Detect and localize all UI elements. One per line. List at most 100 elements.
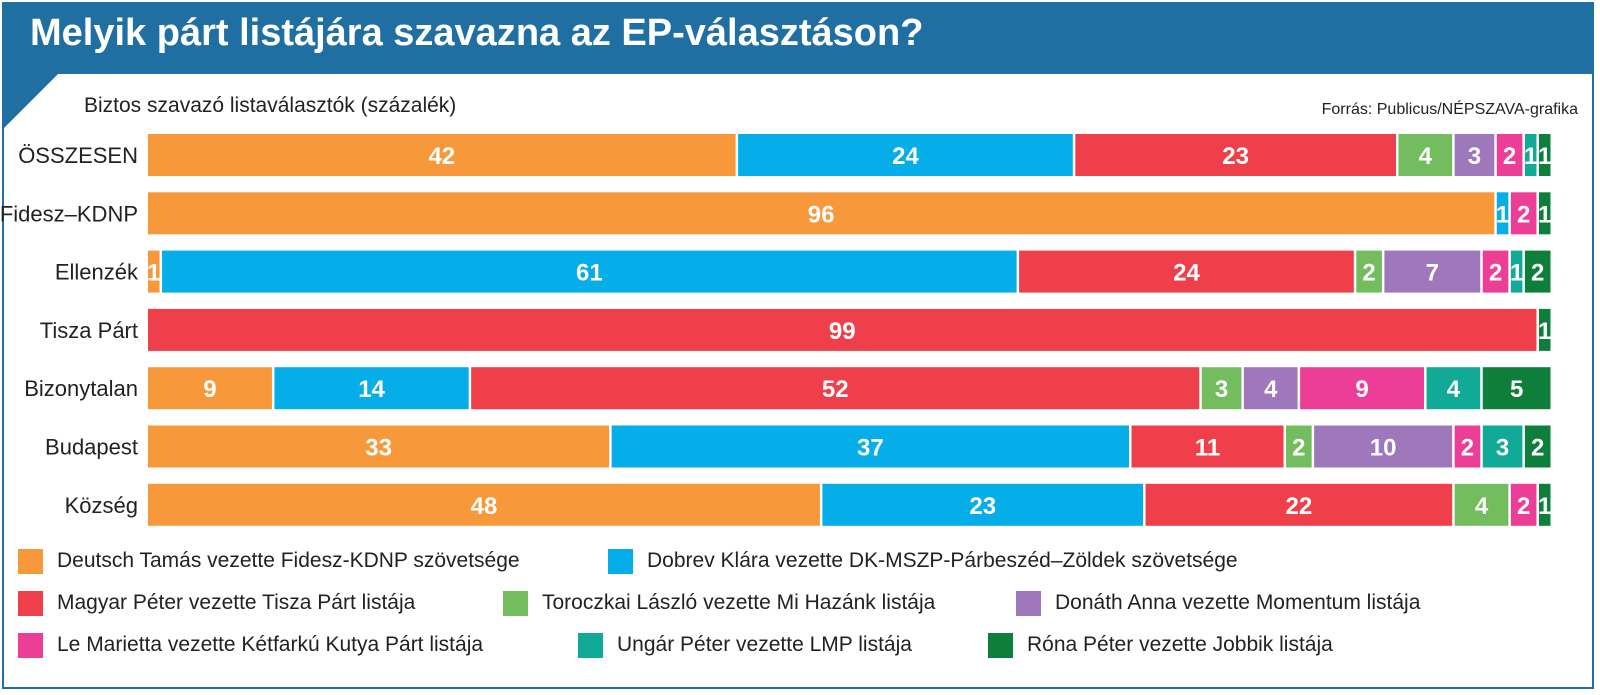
chart-subtitle: Biztos szavazó listaválasztók (százalék) [84,94,457,117]
legend-label: Ungár Péter vezette LMP listája [617,633,912,656]
legend-swatch [608,548,633,574]
bar-segment [1314,425,1453,468]
bar-segment [1538,192,1551,235]
bar-value-label: 33 [365,435,392,462]
bar-value-label: 4 [1419,143,1433,170]
bar-segment [822,483,1144,526]
bar-value-label: 1 [1524,143,1537,170]
legend-swatch [18,632,43,658]
bar-segment [1243,367,1298,410]
bar-value-label: 52 [822,376,849,403]
bar-segment [1145,483,1453,526]
legend-label: Dobrev Klára vezette DK-MSZP-Párbeszéd–Z… [647,549,1238,572]
bar-value-label: 37 [857,435,884,462]
bar-segment [1454,134,1495,176]
bar-segment [1524,250,1551,293]
bar-value-label: 1 [1538,493,1551,520]
legend-item: Magyar Péter vezette Tisza Párt listája [18,588,415,618]
bar-segment [1398,134,1453,176]
legend-label: Róna Péter vezette Jobbik listája [1027,633,1333,656]
bar-value-label: 3 [1496,435,1509,462]
bar-value-label: 96 [808,201,835,228]
bar-value-label: 2 [1292,435,1305,462]
legend: Deutsch Tamás vezette Fidesz-KDNP szövet… [18,546,1578,676]
bar-value-label: 1 [1510,260,1523,287]
bar-value-label: 48 [471,493,498,520]
bar-value-label: 99 [829,318,856,345]
legend-label: Le Marietta vezette Kétfarkú Kutya Párt … [57,633,484,656]
legend-swatch [988,632,1013,658]
legend-swatch [1016,590,1041,616]
bar-value-label: 3 [1215,376,1228,403]
legend-swatch [578,632,603,658]
bar-segment [274,367,469,410]
legend-label: Donáth Anna vezette Momentum listája [1055,591,1421,614]
title-tab-decoration [4,74,58,128]
bar-segment [148,308,1537,351]
bar-value-label: 7 [1426,260,1439,287]
legend-item: Donáth Anna vezette Momentum listája [1016,588,1420,618]
legend-item: Deutsch Tamás vezette Fidesz-KDNP szövet… [18,546,520,576]
bar-value-label: 2 [1531,260,1544,287]
bar-segment [1482,425,1523,468]
bar-segment [1496,134,1523,176]
bar-segment [148,192,1495,235]
bar-value-label: 3 [1468,143,1481,170]
bar-value-label: 2 [1461,435,1474,462]
row-label: Fidesz–KDNP [0,201,138,226]
row-label: ÖSSZESEN [18,143,138,168]
bar-segment [1356,250,1382,293]
bar-segment [1300,367,1425,410]
bar-value-label: 2 [1517,493,1530,520]
bar-segment [1524,134,1537,176]
bar-segment [1510,250,1523,293]
legend-item: Toroczkai László vezette Mi Hazánk listá… [503,588,935,618]
bar-value-label: 22 [1285,493,1312,520]
legend-item: Róna Péter vezette Jobbik listája [988,630,1333,660]
bar-value-label: 4 [1264,376,1278,403]
legend-swatch [18,548,43,574]
title-bar: Melyik párt listájára szavazna az EP-vál… [4,4,1592,74]
bar-segment [1538,134,1551,176]
bar-segment [471,367,1200,410]
bar-value-label: 61 [576,260,603,287]
bar-segment [148,425,610,468]
bar-segment [1454,483,1509,526]
bar-value-label: 5 [1510,376,1523,403]
bar-value-label: 2 [1531,435,1544,462]
bar-value-label: 2 [1503,143,1516,170]
bar-segment [1286,425,1312,468]
bar-value-label: 2 [1517,201,1530,228]
legend-item: Dobrev Klára vezette DK-MSZP-Párbeszéd–Z… [608,546,1238,576]
bar-segment [1510,192,1537,235]
bar-value-label: 1 [1538,318,1551,345]
bar-segment [1019,250,1354,293]
bar-segment [1075,134,1396,176]
chart-title: Melyik párt listájára szavazna az EP-vál… [30,12,924,54]
bar-segment [738,134,1073,176]
row-label: Tisza Párt [40,318,138,343]
bar-value-label: 23 [1222,143,1249,170]
bar-value-label: 1 [1538,201,1551,228]
bar-segment [1201,367,1242,410]
bar-segment [1538,308,1551,351]
row-label: Község [65,493,138,518]
bar-segment [1538,483,1551,526]
legend-item: Ungár Péter vezette LMP listája [578,630,912,660]
bar-value-label: 1 [147,260,160,287]
source-note: Forrás: Publicus/NÉPSZAVA-grafika [1321,101,1578,118]
row-label: Bizonytalan [24,376,138,401]
bar-value-label: 2 [1362,260,1375,287]
bar-segment [1131,425,1284,468]
legend-item: Le Marietta vezette Kétfarkú Kutya Párt … [18,630,483,660]
bar-segment [148,367,272,410]
legend-swatch [18,590,43,616]
bar-segment [1384,250,1481,293]
legend-swatch [503,590,528,616]
bar-value-label: 4 [1475,493,1489,520]
bar-segment [611,425,1129,468]
bar-value-label: 24 [1173,260,1200,287]
bar-value-label: 24 [892,143,919,170]
bar-segment [1454,425,1481,468]
